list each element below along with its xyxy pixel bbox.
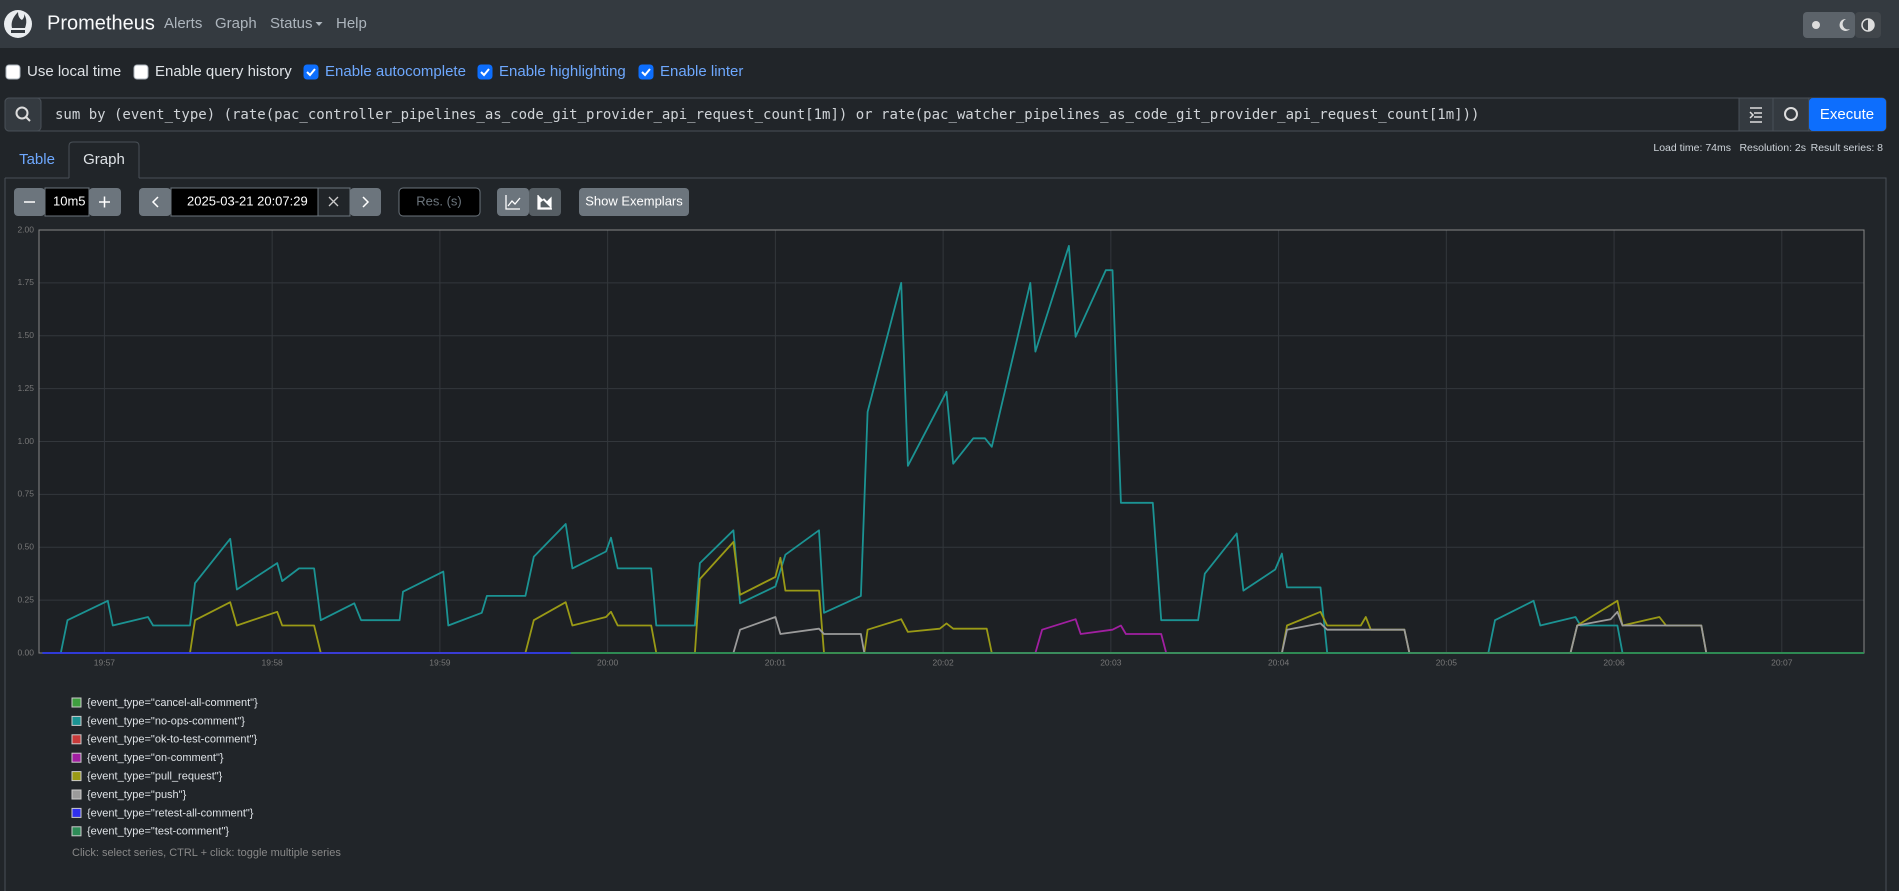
- legend-swatch[interactable]: [72, 790, 81, 799]
- y-tick-label: 1.75: [17, 277, 34, 287]
- option-label[interactable]: Enable highlighting: [499, 63, 626, 80]
- x-tick-label: 20:01: [765, 657, 787, 667]
- y-tick-label: 1.00: [17, 436, 34, 446]
- end-time-back[interactable]: [139, 188, 171, 216]
- format-button[interactable]: [1739, 98, 1773, 131]
- y-tick-label: 1.25: [17, 383, 34, 393]
- option-label[interactable]: Enable autocomplete: [325, 63, 466, 80]
- graph: 0.00 0.25 0.50 0.75 1.00 1.25 1.50 1.75 2.00 19:5…: [17, 224, 1864, 667]
- legend-swatch[interactable]: [72, 827, 81, 836]
- brand[interactable]: Prometheus: [47, 12, 155, 34]
- checkbox[interactable]: [134, 65, 148, 79]
- query-stat: Resolution: 2s: [1739, 142, 1806, 154]
- metrics-explorer-button[interactable]: [1773, 98, 1809, 131]
- checkbox[interactable]: [6, 65, 20, 79]
- y-tick-label: 0.25: [17, 594, 34, 604]
- y-tick-label: 2.00: [17, 224, 34, 234]
- legend-hint: Click: select series, CTRL + click: togg…: [72, 847, 341, 859]
- legend-entry[interactable]: {event_type="test-comment"}: [87, 826, 229, 838]
- end-time-input: 2025-03-21 20:07:29: [187, 193, 308, 208]
- query-input[interactable]: sum by (event_type) (rate(pac_controller…: [55, 107, 1479, 123]
- x-tick-label: 19:59: [429, 657, 451, 667]
- legend-entry[interactable]: {event_type="retest-all-comment"}: [87, 807, 254, 819]
- theme-switch: [1803, 12, 1881, 38]
- query-stat: Load time: 74ms: [1653, 142, 1731, 154]
- legend-swatch[interactable]: [72, 716, 81, 725]
- legend-entry[interactable]: {event_type="no-ops-comment"}: [87, 715, 245, 727]
- option-label[interactable]: Use local time: [27, 63, 121, 80]
- y-tick-label: 0.50: [17, 542, 34, 552]
- legend-swatch[interactable]: [72, 753, 81, 762]
- checkbox[interactable]: [478, 65, 492, 79]
- legend-swatch[interactable]: [72, 735, 81, 744]
- y-tick-label: 0.00: [17, 647, 34, 657]
- x-tick-label: 20:00: [597, 657, 619, 667]
- x-tick-label: 20:03: [1100, 657, 1122, 667]
- legend-entry[interactable]: {event_type="pull_request"}: [87, 771, 223, 783]
- nav-link[interactable]: Status: [270, 15, 313, 32]
- legend-swatch[interactable]: [72, 808, 81, 817]
- legend-swatch[interactable]: [72, 698, 81, 707]
- end-time-forward[interactable]: [350, 188, 381, 216]
- legend-entry[interactable]: {event_type="push"}: [87, 789, 187, 801]
- execute-label: Execute: [1820, 106, 1874, 123]
- tab[interactable]: Graph: [83, 151, 125, 168]
- x-tick-label: 20:02: [932, 657, 954, 667]
- x-tick-label: 19:58: [262, 657, 284, 667]
- resolution-placeholder: Res. (s): [416, 193, 462, 208]
- x-tick-label: 20:04: [1268, 657, 1290, 667]
- x-tick-label: 20:06: [1603, 657, 1625, 667]
- sun-icon: [1812, 21, 1820, 29]
- nav-link[interactable]: Graph: [215, 15, 257, 32]
- logo[interactable]: [4, 10, 32, 38]
- checkbox[interactable]: [639, 65, 653, 79]
- legend-entry[interactable]: {event_type="on-comment"}: [87, 752, 224, 764]
- query-stat: Result series: 8: [1811, 142, 1884, 154]
- option-label[interactable]: Enable query history: [155, 63, 292, 80]
- tab[interactable]: Table: [19, 151, 55, 168]
- legend-entry[interactable]: {event_type="cancel-all-comment"}: [87, 697, 258, 709]
- nav-link[interactable]: Alerts: [164, 15, 202, 32]
- y-tick-label: 0.75: [17, 489, 34, 499]
- option-label[interactable]: Enable linter: [660, 63, 743, 80]
- exemplars-label: Show Exemplars: [585, 193, 683, 208]
- theme-button[interactable]: [1803, 12, 1855, 38]
- legend-swatch[interactable]: [72, 772, 81, 781]
- y-tick-label: 1.50: [17, 330, 34, 340]
- checkbox[interactable]: [304, 65, 318, 79]
- legend-entry[interactable]: {event_type="ok-to-test-comment"}: [87, 734, 257, 746]
- x-tick-label: 20:05: [1436, 657, 1458, 667]
- x-tick-label: 20:07: [1771, 657, 1793, 667]
- range-input: 10m5: [53, 193, 86, 208]
- search-addon: [5, 98, 41, 131]
- nav-link[interactable]: Help: [336, 15, 367, 32]
- x-tick-label: 19:57: [94, 657, 116, 667]
